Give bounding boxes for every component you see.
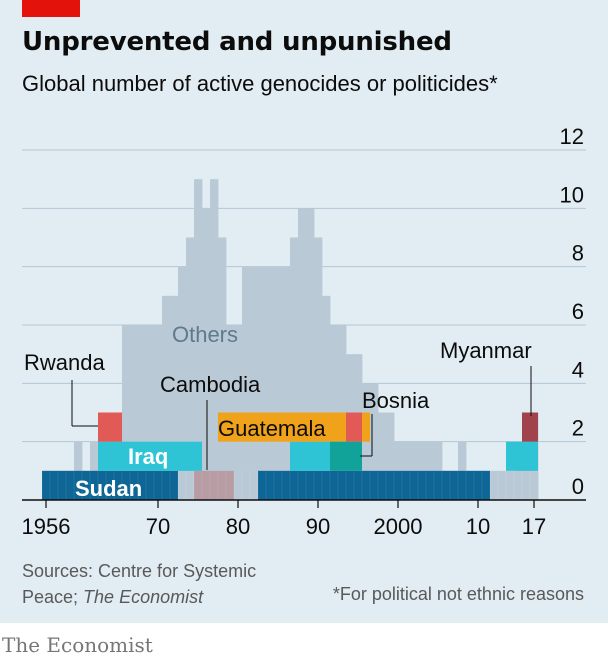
annotation-guatemala: Guatemala (218, 416, 326, 441)
segment-rwanda (98, 412, 122, 442)
bar-total-2000 (394, 441, 403, 500)
segment-iraq (98, 441, 202, 471)
bar-total-1987 (290, 237, 299, 500)
y-tick-label: 12 (560, 124, 584, 149)
bar-total-1962 (90, 441, 99, 500)
annotation-myanmar: Myanmar (440, 338, 532, 363)
bar-total-1970 (154, 325, 163, 500)
segment-sudan (258, 470, 490, 500)
x-tick-label: 2000 (374, 514, 423, 539)
bar-total-1986 (282, 266, 291, 500)
bar-total-1974 (186, 237, 195, 500)
bar-total-1978 (218, 237, 227, 500)
brand-logo: The Economist (2, 633, 153, 657)
bar-total-2004 (426, 441, 435, 500)
bar-total-1969 (146, 325, 155, 500)
segment-rwanda (346, 412, 362, 442)
sources-text: Sources: Centre for Systemic Peace; (22, 561, 257, 607)
segment-iraq (290, 441, 330, 471)
annotation-iraq: Iraq (128, 444, 168, 469)
bar-total-1968 (138, 325, 147, 500)
bar-total-1999 (386, 412, 395, 500)
bar-total-1996 (362, 383, 371, 500)
bar-total-1977 (210, 179, 219, 500)
bar-total-1981 (242, 266, 251, 500)
x-tick-label: 10 (466, 514, 490, 539)
bar-total-1982 (250, 266, 259, 500)
segment-cambodia (194, 470, 234, 500)
bar-total-1998 (378, 412, 387, 500)
bar-total-1972 (170, 295, 179, 500)
y-tick-label: 4 (572, 357, 584, 382)
bar-total-1991 (322, 295, 331, 500)
brand-red-tag (22, 0, 80, 17)
y-tick-label: 10 (560, 182, 584, 207)
annotation-cambodia: Cambodia (160, 372, 261, 397)
bar-total-2008 (458, 441, 467, 500)
bar-total-1983 (258, 266, 267, 500)
bar-total-1985 (274, 266, 283, 500)
bar-total-1988 (298, 208, 307, 501)
bar-total-2013 (498, 470, 507, 500)
bar-total-1990 (314, 237, 323, 500)
bar-total-1976 (202, 208, 211, 501)
bar-total-1989 (306, 208, 315, 501)
sources-note: Sources: Centre for Systemic Peace; The … (22, 558, 302, 610)
bar-total-1997 (370, 383, 379, 500)
footnote: *For political not ethnic reasons (332, 584, 584, 604)
annotation-rwanda: Rwanda (24, 350, 105, 375)
x-tick-label: 70 (146, 514, 170, 539)
annotation-others: Others (172, 322, 238, 347)
y-tick-label: 8 (572, 241, 584, 266)
chart-title: Unprevented and unpunished (22, 27, 452, 57)
sources-publication: The Economist (83, 587, 204, 607)
bar-total-2001 (402, 441, 411, 500)
chart-subtitle: Global number of active genocides or pol… (22, 71, 498, 96)
segment-bosnia (330, 441, 362, 471)
bar-total-1975 (194, 179, 203, 500)
bar-total-1973 (178, 266, 187, 500)
bar-total-2014 (506, 470, 515, 500)
bar-total-1967 (130, 325, 139, 500)
annotation-bosnia: Bosnia (362, 388, 430, 413)
bar-total-2003 (418, 441, 427, 500)
y-tick-label: 6 (572, 299, 584, 324)
segment-guatemala (218, 412, 370, 442)
annotation-sudan: Sudan (75, 476, 142, 501)
segment-iraq (506, 441, 538, 471)
y-tick-label: 0 (572, 474, 584, 499)
y-tick-label: 2 (572, 416, 584, 441)
x-tick-label: 1956 (22, 514, 71, 539)
segment-myanmar (522, 412, 538, 442)
bar-total-2005 (434, 441, 443, 500)
x-tick-label: 90 (306, 514, 330, 539)
x-tick-label: 17 (522, 514, 546, 539)
bar-total-1960 (74, 441, 83, 500)
x-tick-label: 80 (226, 514, 250, 539)
bar-total-1966 (122, 325, 131, 500)
bar-total-1971 (162, 295, 171, 500)
bar-total-2012 (490, 470, 499, 500)
bar-total-2002 (410, 441, 419, 500)
bar-total-1984 (266, 266, 275, 500)
segment-sudan (42, 470, 178, 500)
